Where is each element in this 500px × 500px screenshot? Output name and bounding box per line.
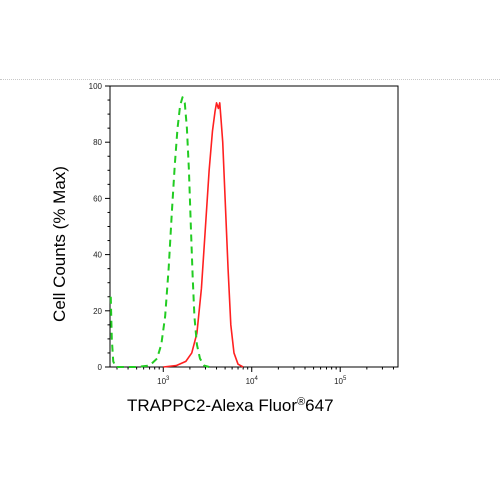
x-tick-label: 104 [246,376,259,386]
y-tick-label: 40 [93,251,102,260]
x-tick-exponent: 5 [343,376,347,382]
x-tick-base: 10 [334,377,343,386]
x-tick-exponent: 4 [255,376,259,382]
y-axis-label: Cell Counts (% Max) [50,166,69,322]
sample-histogram-line [163,102,244,368]
y-tick-label: 20 [93,307,102,316]
x-tick-exponent: 3 [166,376,170,382]
x-tick-label: 105 [334,376,347,386]
y-tick-label: 60 [93,194,102,203]
x-tick-label: 103 [157,376,170,386]
x-axis-label: TRAPPC2-Alexa Fluor®647 [127,396,334,416]
top-divider [0,79,500,80]
x-axis-label-suffix: 647 [305,396,334,415]
x-tick-base: 10 [246,377,255,386]
control-histogram-line [109,96,210,368]
x-tick-base: 10 [157,377,166,386]
y-tick-label: 100 [89,82,103,91]
x-axis-label-main: TRAPPC2-Alexa Fluor [127,396,298,415]
y-tick-label: 0 [98,363,103,372]
plot-frame [109,85,399,368]
y-tick-label: 80 [93,138,102,147]
registered-mark: ® [297,396,306,408]
